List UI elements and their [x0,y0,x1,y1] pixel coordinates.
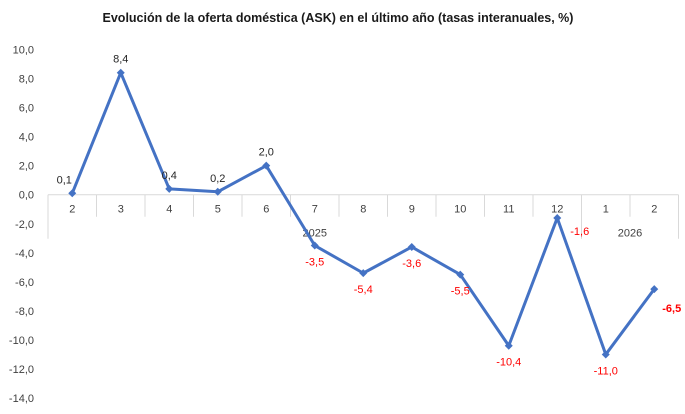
x-tick-label: 5 [215,204,221,216]
data-label: -6,5 [662,303,681,315]
data-label: -1,6 [570,226,589,238]
x-tick-label: 4 [166,204,172,216]
data-label: -11,0 [594,365,618,377]
data-label: 0,4 [162,170,177,182]
data-label: 0,2 [210,173,225,185]
data-label: 8,4 [113,54,128,66]
data-point [601,350,610,359]
data-label: -5,5 [451,286,470,298]
data-point [68,189,77,198]
data-label: 0,1 [57,174,72,186]
y-tick-label: 0,0 [19,190,34,202]
data-point [504,341,513,350]
x-tick-label: 9 [409,204,415,216]
y-tick-label: 4,0 [19,132,34,144]
data-label: -3,6 [402,258,421,270]
x-tick-label: 6 [263,204,269,216]
y-tick-label: 2,0 [19,161,34,173]
x-tick-label: 8 [360,204,366,216]
data-label: -5,4 [354,284,373,296]
data-point [310,241,319,250]
y-tick-label: -2,0 [15,219,34,231]
chart-title: Evolución de la oferta doméstica (ASK) e… [103,11,574,25]
y-tick-label: -4,0 [15,248,34,260]
data-point [359,269,368,278]
data-point [262,161,271,170]
x-group-label: 2026 [618,228,642,240]
data-labels: 0,1 8,4 0,4 0,2 2,0 -3,5 -5,4 -3,6 -5,5 -10,4 -1,6… [57,54,682,378]
x-tick-label: 2 [69,204,75,216]
x-tick-label: 7 [312,204,318,216]
y-tick-label: 6,0 [19,103,34,115]
data-label: -3,5 [305,257,324,269]
data-label: 2,0 [259,147,274,159]
y-tick-label: 8,0 [19,74,34,86]
x-tick-label: 2 [651,204,657,216]
x-tick-label: 12 [551,204,563,216]
data-point [116,68,125,77]
data-point [650,285,659,294]
y-tick-label: 10,0 [13,45,34,57]
x-tick-label: 11 [503,204,514,216]
y-tick-label: -14,0 [9,393,34,405]
x-tick-label: 10 [454,204,466,216]
data-label: -10,4 [496,357,521,369]
y-tick-label: -12,0 [9,364,34,376]
x-tick-label: 3 [118,204,124,216]
x-tick-label: 1 [603,204,609,216]
data-point [456,270,465,279]
data-point [407,242,416,251]
y-tick-label: -6,0 [15,277,34,289]
data-point [165,184,174,193]
y-axis: 10,0 8,0 6,0 4,0 2,0 0,0 -2,0 -4,0 -6,0 -8,0 -10,0… [9,45,34,406]
data-point [553,213,562,222]
y-tick-label: -10,0 [9,335,34,347]
series-line [68,68,659,359]
data-point [213,187,222,196]
y-tick-label: -8,0 [15,306,34,318]
